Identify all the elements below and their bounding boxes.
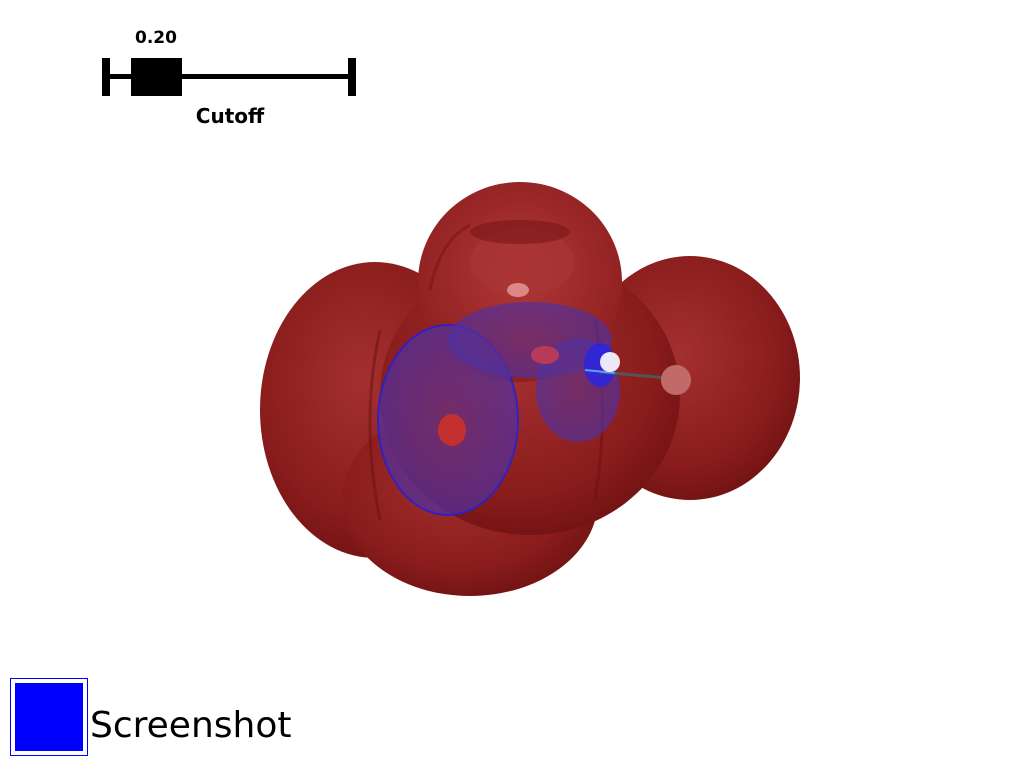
slider-track[interactable] — [106, 74, 356, 79]
slider-cap-right — [348, 58, 356, 96]
slider-value-label: 0.20 — [135, 28, 177, 48]
red-lobe-top-inner — [470, 228, 574, 296]
lobe-seam — [368, 329, 382, 521]
atom-top — [507, 283, 529, 297]
bond-highlight — [584, 369, 616, 374]
blue-lobe-left-hole — [438, 414, 466, 446]
screenshot-button[interactable] — [10, 678, 88, 756]
cutoff-slider[interactable]: 0.20 Cutoff — [100, 28, 362, 130]
atom-center — [531, 346, 559, 364]
screenshot-button-fill — [15, 683, 83, 751]
atom-hydrogen — [661, 365, 691, 395]
atom-hydrogen-hole — [600, 352, 620, 372]
lobe-seam — [428, 223, 471, 291]
slider-cap-left — [102, 58, 110, 96]
slider-handle[interactable] — [130, 58, 182, 96]
screenshot-button-label: Screenshot — [90, 705, 292, 746]
slider-title: Cutoff — [195, 104, 265, 128]
red-lobe-top-shadow — [470, 220, 570, 244]
